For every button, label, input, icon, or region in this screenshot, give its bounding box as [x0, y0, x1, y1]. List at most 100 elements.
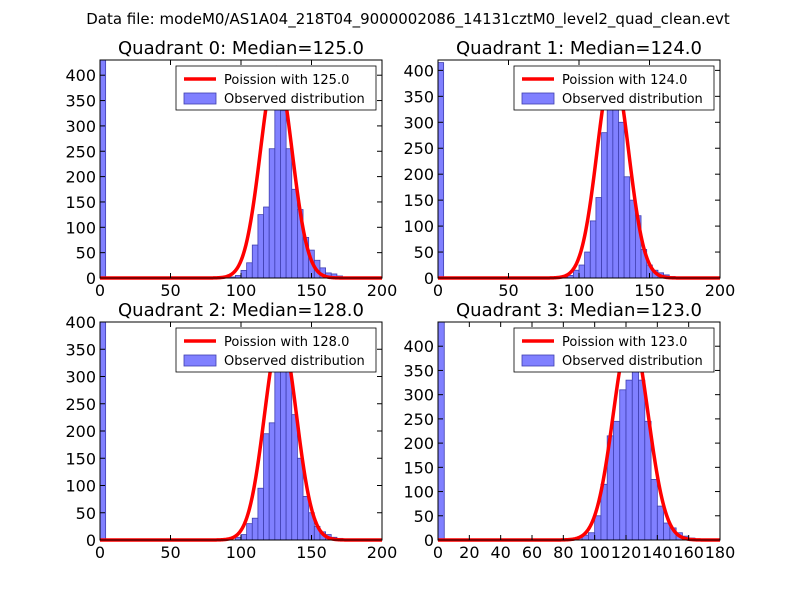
y-tick-label: 400 [403, 337, 434, 356]
x-tick-label: 140 [642, 543, 673, 562]
y-tick-label: 250 [65, 395, 96, 414]
x-tick-label: 150 [296, 281, 327, 300]
histogram-bar [302, 495, 310, 541]
y-tick-label: 0 [86, 531, 96, 550]
y-tick-label: 50 [414, 507, 434, 526]
histogram-bar [578, 264, 586, 279]
x-tick-label: 40 [490, 543, 510, 562]
legend: Poission with 123.0 Observed distribution [513, 327, 715, 373]
histogram-bar [268, 148, 276, 279]
histogram-bar [650, 479, 658, 541]
histogram-bar [595, 197, 602, 279]
y-tick-label: 350 [403, 87, 434, 106]
histogram-bar [280, 110, 287, 279]
histogram-bar [274, 92, 281, 279]
histogram-bar [99, 59, 107, 279]
x-tick-label: 50 [160, 543, 180, 562]
x-tick-label: 200 [367, 281, 398, 300]
y-tick-label: 250 [403, 410, 434, 429]
quadrant-0-title: Quadrant 0: Median=125.0 [118, 38, 364, 59]
y-tick-label: 350 [65, 92, 96, 111]
y-tick-label: 250 [403, 139, 434, 158]
x-tick-label: 150 [296, 543, 327, 562]
x-tick-label: 150 [634, 281, 665, 300]
axes-frame [437, 321, 721, 541]
x-tick-label: 50 [160, 281, 180, 300]
x-tick-label: 180 [705, 543, 736, 562]
legend: Poission with 124.0 Observed distribution [513, 65, 715, 111]
x-tick-label: 100 [226, 543, 257, 562]
y-tick-label: 0 [424, 531, 434, 550]
histogram-bar [437, 321, 445, 541]
histogram-bar [246, 523, 253, 541]
legend-bar-swatch [521, 92, 555, 105]
y-tick-label: 350 [65, 340, 96, 359]
histogram-bar [251, 517, 259, 541]
legend: Poission with 128.0 Observed distribution [175, 327, 377, 373]
y-tick-label: 300 [403, 113, 434, 132]
y-tick-label: 400 [65, 313, 96, 332]
histogram-bar [291, 188, 298, 279]
x-tick-label: 0 [95, 281, 105, 300]
histogram-bar [631, 362, 639, 541]
y-tick-label: 300 [403, 386, 434, 405]
x-tick-label: 120 [611, 543, 642, 562]
figure-title: Data file: modeM0/AS1A04_218T04_90000020… [86, 10, 730, 29]
quadrant-3-chart: Quadrant 3: Median=123.00 20 40 60 80 100 120 1… [403, 300, 735, 562]
histogram-bar [263, 433, 270, 541]
legend-bar-label: Observed distribution [224, 92, 365, 107]
x-tick-label: 0 [433, 543, 443, 562]
y-tick-label: 200 [65, 422, 96, 441]
histogram-bar [240, 269, 248, 279]
quadrant-3-title: Quadrant 3: Median=123.0 [456, 300, 702, 321]
y-tick-label: 350 [403, 361, 434, 380]
y-tick-label: 100 [65, 218, 96, 237]
legend-curve-label: Poission with 128.0 [224, 335, 349, 350]
histogram-bar [285, 148, 293, 279]
x-tick-label: 60 [522, 543, 542, 562]
legend-curve-label: Poission with 125.0 [224, 73, 349, 88]
histogram-bar [601, 132, 608, 279]
quadrant-2-chart: Quadrant 2: Median=128.0 0 50 100 150 200 0 50 1… [65, 300, 397, 562]
histogram-bar [240, 534, 248, 541]
quadrant-1-chart: Quadrant 1: Median=124.0 0 50 100 150 200 0 50 1… [403, 38, 735, 300]
histogram-bar [623, 176, 631, 279]
histogram-bar [613, 420, 621, 541]
legend-curve-label: Poission with 123.0 [562, 335, 687, 350]
y-tick-label: 50 [414, 243, 434, 262]
legend-bar-swatch [183, 92, 217, 105]
y-tick-label: 150 [65, 449, 96, 468]
legend: Poission with 125.0 Observed distribution [175, 65, 377, 111]
y-tick-label: 50 [76, 504, 96, 523]
histogram-bar [638, 379, 646, 541]
x-tick-label: 200 [705, 281, 736, 300]
x-tick-label: 50 [498, 281, 518, 300]
histogram-bar [280, 351, 287, 541]
quadrant-2-title: Quadrant 2: Median=128.0 [118, 300, 364, 321]
y-tick-label: 150 [65, 193, 96, 212]
y-tick-label: 200 [403, 165, 434, 184]
legend-bar-label: Observed distribution [224, 354, 365, 369]
histogram-bar [656, 505, 664, 541]
y-tick-label: 300 [65, 117, 96, 136]
y-tick-label: 200 [65, 168, 96, 187]
y-tick-label: 100 [65, 477, 96, 496]
x-tick-label: 20 [459, 543, 479, 562]
histogram-bar [629, 199, 636, 279]
histogram-bar [291, 414, 298, 541]
histogram-bar [246, 262, 253, 279]
x-tick-label: 160 [673, 543, 704, 562]
histogram-bar [285, 365, 293, 541]
quadrant-1-title: Quadrant 1: Median=124.0 [456, 38, 702, 59]
histogram-bar [572, 269, 580, 279]
histogram-bar [257, 214, 264, 279]
x-tick-label: 100 [579, 543, 610, 562]
y-tick-label: 100 [403, 217, 434, 236]
histogram-bar [625, 379, 633, 541]
y-tick-label: 300 [65, 368, 96, 387]
y-tick-label: 400 [403, 61, 434, 80]
y-tick-label: 250 [65, 142, 96, 161]
y-tick-label: 50 [76, 244, 96, 263]
y-tick-label: 400 [65, 66, 96, 85]
histogram-bar [437, 62, 445, 279]
